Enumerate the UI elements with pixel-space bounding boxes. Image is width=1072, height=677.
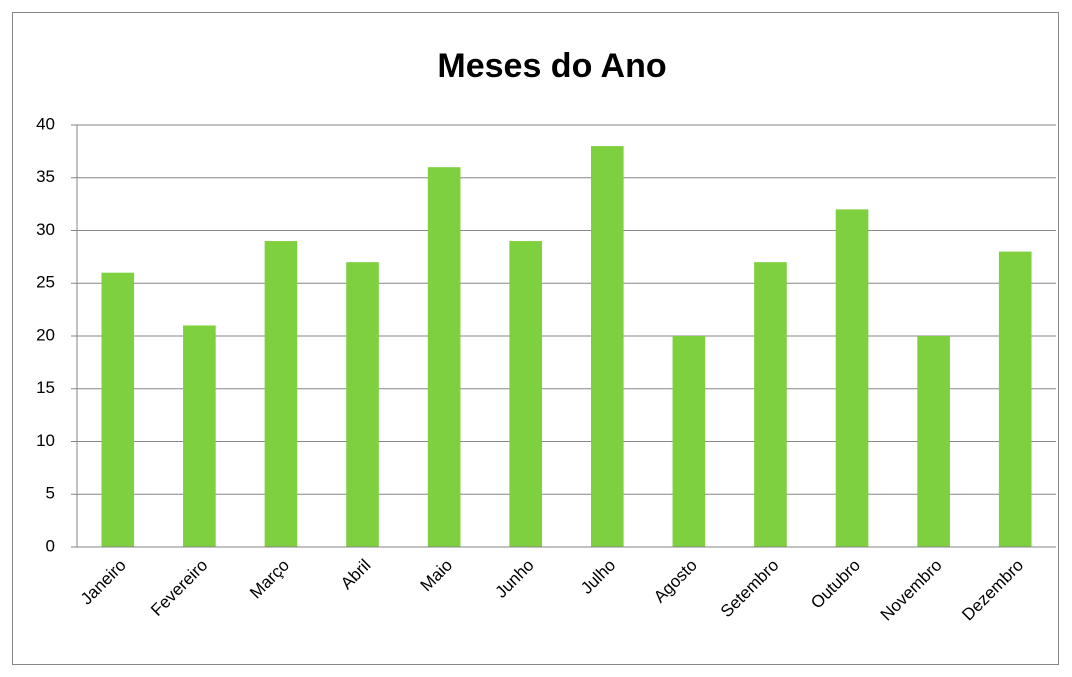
bar (427, 167, 461, 547)
bar (917, 336, 950, 547)
chart-title: Meses do Ano (437, 47, 666, 85)
bar (590, 146, 624, 547)
bar (509, 241, 543, 548)
y-tick-label: 15 (36, 378, 55, 397)
y-tick-label: 5 (46, 484, 55, 503)
y-tick-label: 20 (36, 325, 55, 344)
bar (998, 251, 1032, 547)
y-tick-label: 30 (36, 220, 55, 239)
bar (835, 209, 869, 547)
y-tick-label: 0 (46, 536, 55, 555)
y-tick-label: 25 (36, 273, 55, 292)
bar (672, 336, 706, 547)
y-tick-label: 40 (36, 114, 55, 133)
bar (101, 272, 135, 547)
bar (754, 262, 787, 547)
bar (346, 262, 379, 547)
bar (183, 325, 216, 547)
y-tick-label: 35 (36, 167, 55, 186)
y-tick-label: 10 (36, 431, 55, 450)
bar (264, 241, 298, 548)
